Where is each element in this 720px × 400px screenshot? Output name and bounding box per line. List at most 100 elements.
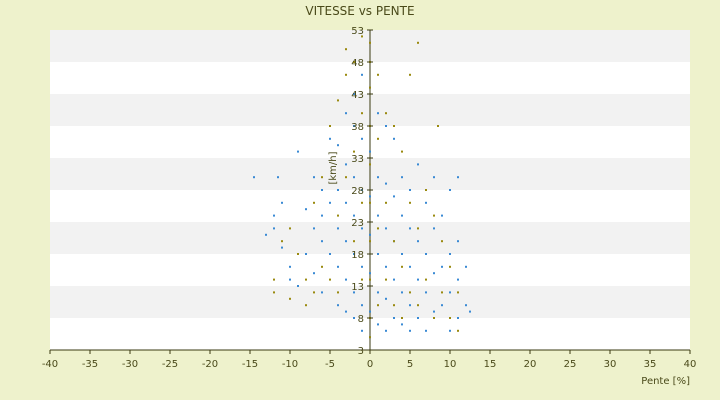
data-point: [425, 291, 427, 294]
series-olive: [273, 35, 459, 339]
x-tick-label: 5: [407, 359, 413, 370]
y-tick-label: 53: [351, 26, 364, 37]
data-point: [393, 278, 395, 281]
data-point: [401, 150, 403, 153]
data-point: [433, 176, 435, 179]
y-tick-label: 23: [351, 218, 364, 229]
y-tick-label: 48: [351, 58, 364, 69]
data-point: [273, 227, 275, 230]
data-point: [361, 227, 363, 230]
data-point: [433, 227, 435, 230]
data-point: [409, 329, 411, 332]
data-point: [369, 163, 371, 166]
data-point: [457, 176, 459, 179]
x-tick-label: 0: [367, 359, 373, 370]
x-tick-label: 30: [604, 359, 617, 370]
data-point: [337, 214, 339, 217]
data-point: [457, 278, 459, 281]
data-point: [441, 265, 443, 268]
data-point: [441, 240, 443, 243]
data-point: [449, 291, 451, 294]
data-point: [369, 278, 371, 281]
y-axis-label: [km/h]: [328, 151, 339, 184]
x-tick-label: 10: [444, 359, 457, 370]
y-tick-label: 8: [358, 314, 364, 325]
chart-title: VITESSE vs PENTE: [305, 4, 414, 18]
data-point: [345, 310, 347, 313]
data-point: [417, 227, 419, 230]
data-point: [465, 265, 467, 268]
data-point: [305, 208, 307, 211]
x-tick-label: -30: [122, 359, 138, 370]
data-point: [433, 317, 435, 319]
data-point: [377, 291, 379, 294]
data-point: [377, 214, 379, 217]
data-point: [409, 227, 411, 230]
data-point: [281, 240, 283, 243]
data-point: [377, 137, 379, 140]
data-point: [289, 278, 291, 281]
data-point: [441, 304, 443, 307]
data-point: [361, 35, 363, 38]
data-point: [401, 265, 403, 268]
data-point: [345, 278, 347, 281]
data-point: [321, 214, 323, 217]
data-point: [425, 329, 427, 332]
data-point: [329, 125, 331, 127]
data-point: [385, 297, 387, 300]
data-point: [313, 272, 315, 275]
data-point: [345, 240, 347, 243]
data-point: [313, 201, 315, 204]
data-point: [305, 278, 307, 281]
data-point: [329, 137, 331, 140]
data-point: [297, 253, 299, 255]
series-blue: [253, 73, 471, 339]
data-point: [437, 125, 439, 127]
data-point: [377, 253, 379, 255]
data-point: [417, 278, 419, 281]
data-point: [353, 150, 355, 153]
data-point: [353, 214, 355, 217]
data-point: [377, 176, 379, 179]
data-point: [297, 285, 299, 287]
data-point: [369, 86, 371, 89]
data-point: [393, 195, 395, 198]
data-point: [253, 176, 255, 179]
data-point: [369, 233, 371, 236]
data-point: [361, 278, 363, 281]
series-layer: [253, 35, 471, 339]
x-axis-label: Pente [%]: [641, 376, 690, 387]
data-point: [409, 291, 411, 294]
data-point: [353, 93, 355, 95]
data-point: [393, 317, 395, 319]
data-point: [313, 291, 315, 294]
data-point: [457, 317, 459, 319]
data-point: [353, 253, 355, 255]
data-point: [361, 265, 363, 268]
data-point: [337, 144, 339, 147]
data-point: [369, 201, 371, 204]
y-tick-label: 28: [351, 186, 364, 197]
data-point: [433, 214, 435, 217]
data-point: [457, 240, 459, 243]
data-point: [393, 137, 395, 140]
data-point: [361, 112, 363, 115]
data-point: [289, 265, 291, 268]
data-point: [281, 246, 283, 249]
y-tick-label: 33: [351, 154, 364, 165]
data-point: [457, 291, 459, 294]
data-point: [361, 201, 363, 204]
data-point: [369, 195, 371, 198]
data-point: [393, 125, 395, 127]
data-point: [297, 150, 299, 153]
data-point: [385, 201, 387, 204]
data-point: [353, 61, 355, 63]
data-point: [273, 291, 275, 294]
data-point: [281, 201, 283, 204]
data-point: [449, 265, 451, 268]
data-point: [417, 317, 419, 319]
data-point: [345, 176, 347, 179]
data-point: [425, 201, 427, 204]
data-point: [393, 240, 395, 243]
